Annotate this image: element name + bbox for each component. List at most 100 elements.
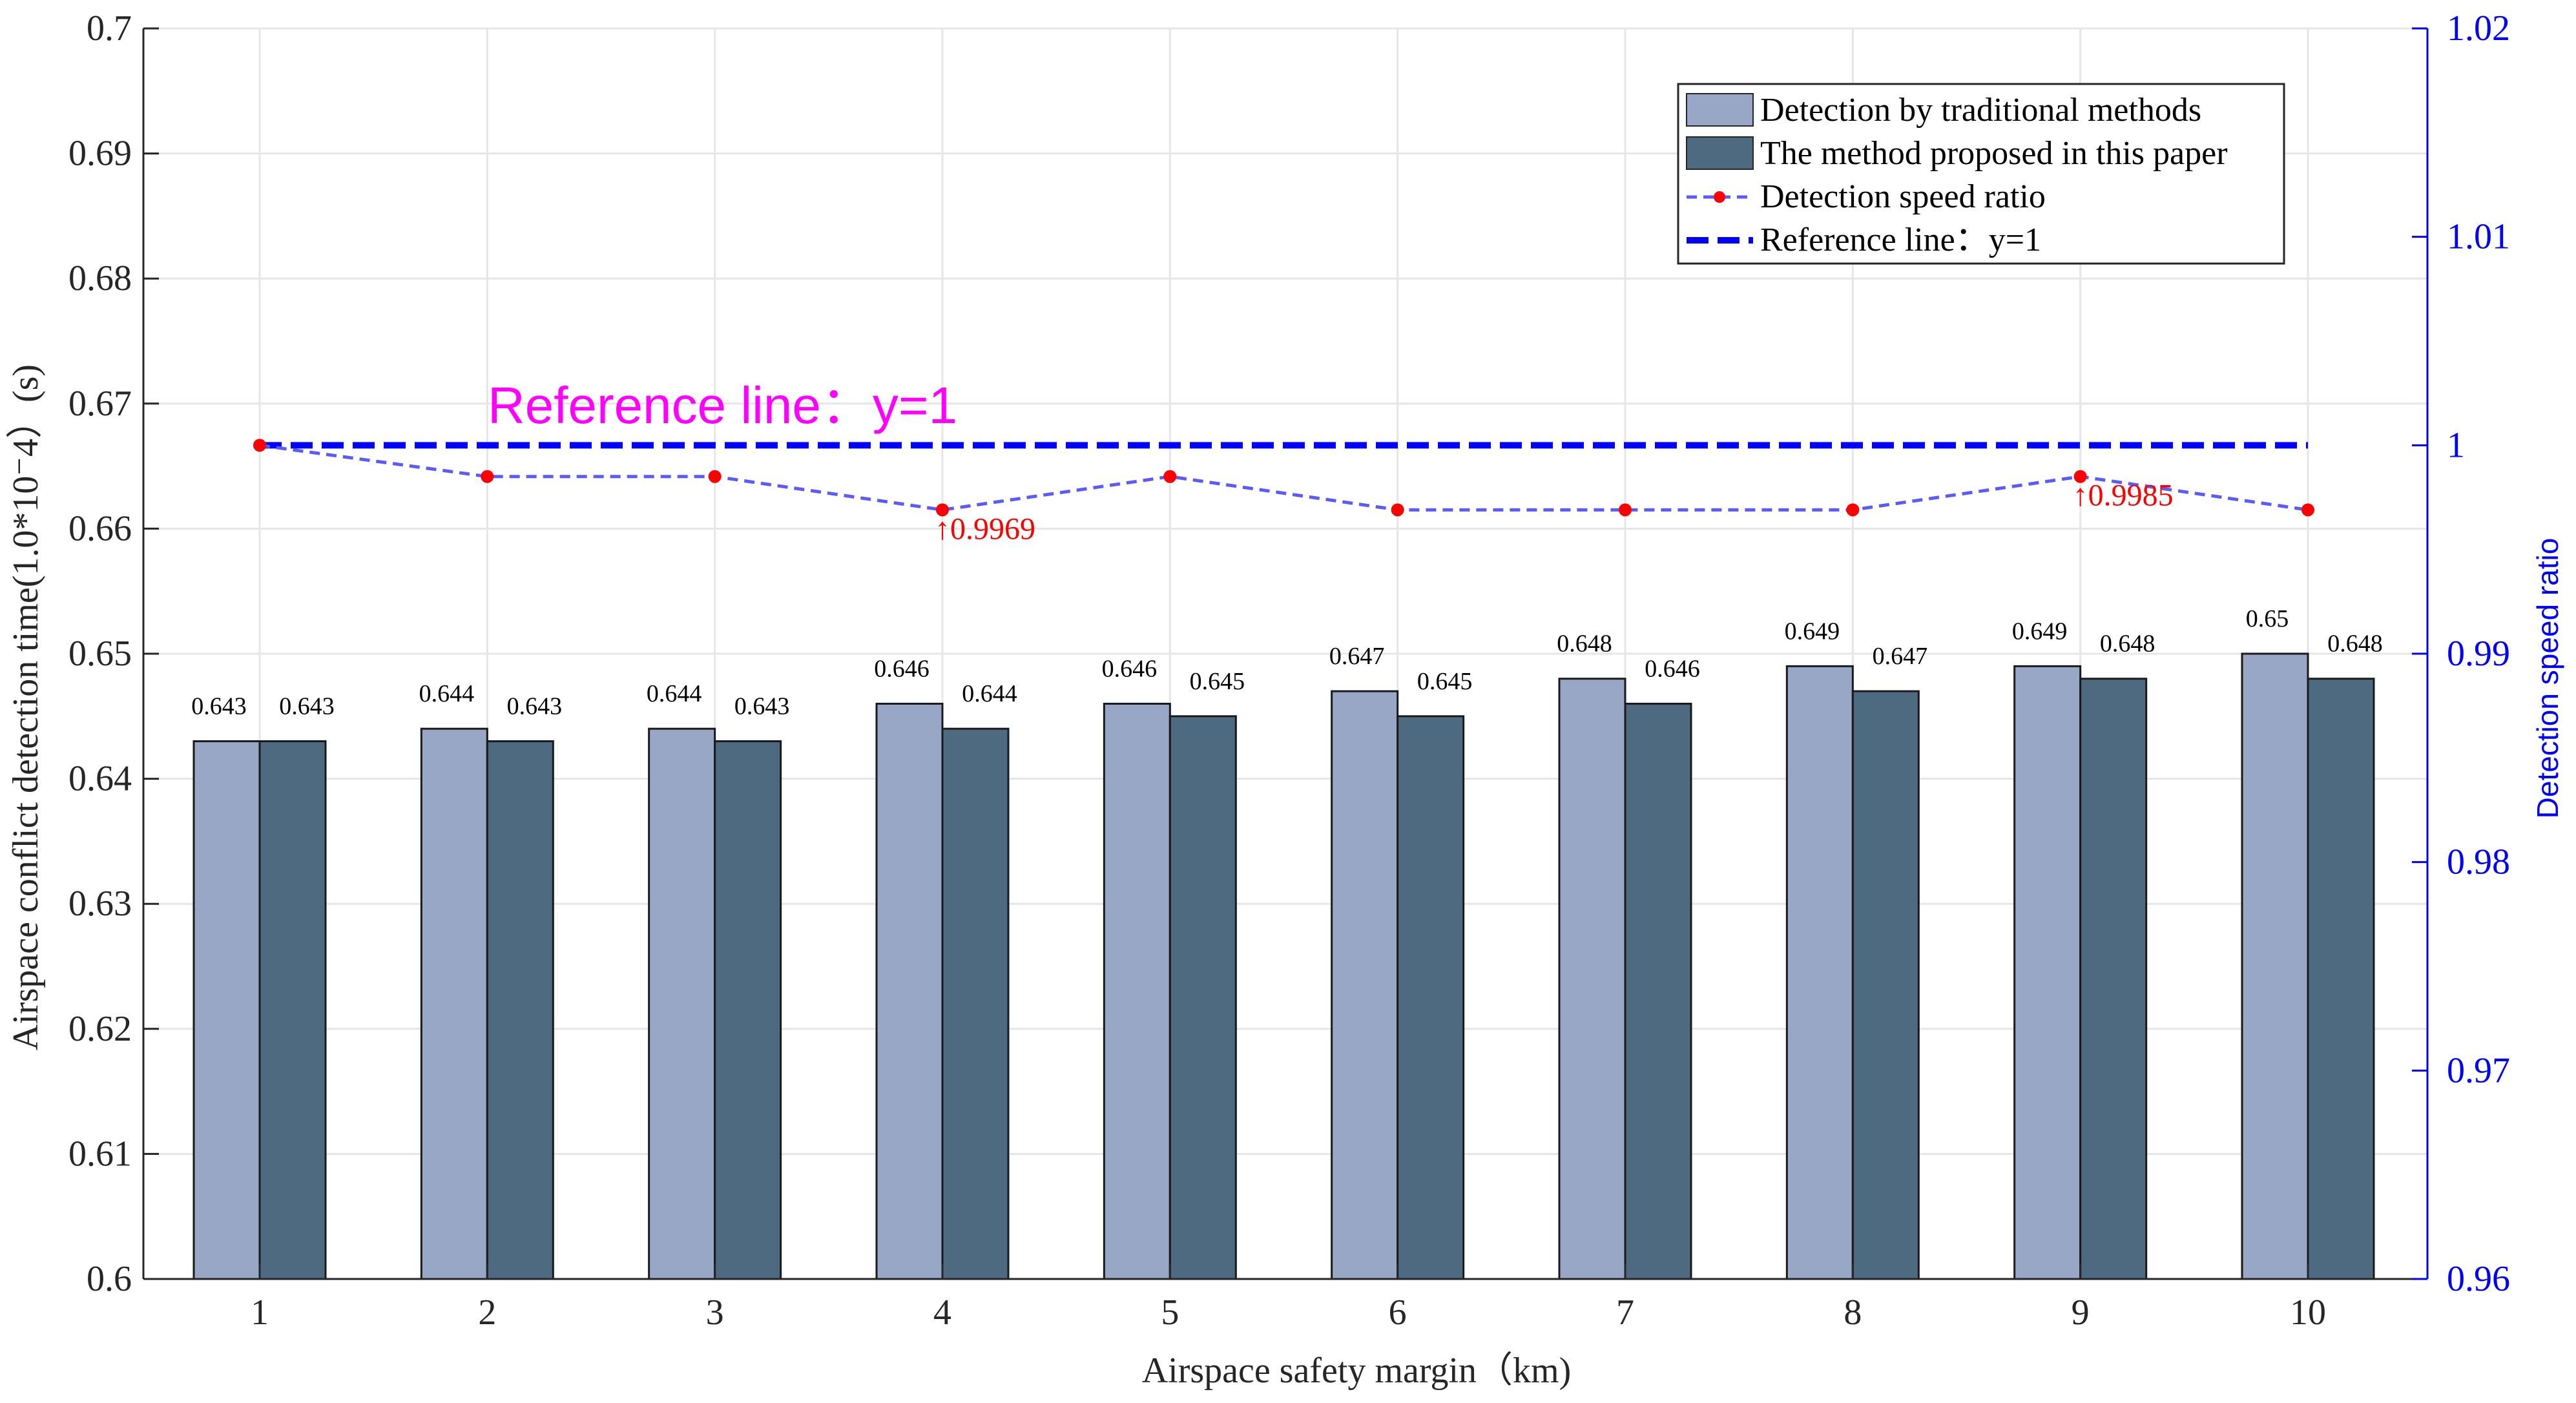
bar-proposed (714, 740, 782, 1280)
y-tick-label: 0.61 (68, 1134, 132, 1174)
y-tick-label: 0.68 (68, 258, 132, 298)
ratio-point (1846, 503, 1860, 517)
bar-traditional (2241, 652, 2309, 1280)
bar-label-proposed: 0.647 (1873, 643, 1928, 670)
legend-label-traditional: Detection by traditional methods (1760, 92, 2201, 129)
ratio-point (2073, 470, 2087, 483)
bar-traditional (1785, 665, 1854, 1280)
bar-proposed (2307, 678, 2375, 1280)
x-tick-label: 2 (478, 1293, 496, 1333)
bar-proposed (941, 727, 1010, 1280)
y-tick-label: 0.64 (68, 759, 132, 799)
bar-label-traditional: 0.649 (1785, 618, 1840, 645)
bar-label-traditional: 0.648 (1557, 630, 1612, 658)
bar-proposed (486, 740, 554, 1280)
legend-box (1677, 83, 2285, 265)
ratio-annotations: ↑0.9969 ↑0.9985 (935, 479, 2174, 546)
y-tick-label: 0.63 (68, 884, 132, 924)
x-axis-title: Airspace safety margin（km) (1142, 1351, 1572, 1391)
x-tick-label: 10 (2290, 1293, 2326, 1333)
ref-line-annotation: Reference line：y=1 (488, 377, 957, 434)
tick-labels: 0.6 0.61 0.62 0.63 0.64 0.65 0.66 0.67 0.68 0.69 0… (68, 8, 2510, 1333)
bar-label-traditional: 0.646 (1102, 655, 1158, 682)
bar-label-proposed: 0.643 (734, 693, 790, 720)
y2-tick-label: 1 (2447, 425, 2465, 465)
y-tick-label: 0.6 (87, 1259, 132, 1299)
bar-label-traditional: 0.646 (874, 655, 930, 682)
ratio-lines (253, 439, 2314, 517)
axes (142, 27, 2429, 1280)
ratio-point (481, 470, 494, 483)
bar-proposed (1169, 715, 1237, 1280)
legend-swatch-proposed (1686, 136, 1754, 170)
ratio-point (1391, 503, 1404, 517)
y2-tick-label: 0.99 (2447, 634, 2510, 674)
bar-proposed (1851, 690, 1920, 1280)
legend-swatch-traditional (1686, 93, 1754, 127)
y-tick-label: 0.62 (68, 1009, 132, 1049)
bar-label-proposed: 0.643 (279, 693, 335, 720)
y-tick-label: 0.67 (68, 384, 132, 424)
x-tick-label: 6 (1389, 1293, 1407, 1333)
bar-label-proposed: 0.648 (2100, 630, 2155, 658)
bar-proposed (1624, 702, 1692, 1280)
legend-label-proposed: The method proposed in this paper (1760, 135, 2228, 172)
y2-axis-title: Detection speed ratio (2531, 538, 2564, 819)
y2-tick-label: 1.01 (2447, 217, 2510, 257)
x-tick-label: 4 (933, 1293, 951, 1333)
y-tick-label: 0.66 (68, 508, 132, 548)
ratio-point (253, 439, 266, 452)
y-tick-label: 0.7 (87, 8, 132, 48)
x-tick-label: 1 (251, 1293, 269, 1333)
y2-tick-label: 0.96 (2447, 1259, 2510, 1299)
legend-label-reference: Reference line：y=1 (1760, 222, 2041, 258)
legend-label-ratio: Detection speed ratio (1760, 178, 2046, 215)
ratio-line (259, 443, 2309, 512)
y-tick-label: 0.69 (68, 134, 132, 174)
bar-traditional (2013, 665, 2082, 1280)
bar-label-proposed: 0.643 (507, 693, 563, 720)
ratio-point (1163, 470, 1177, 483)
bars (192, 652, 2375, 1280)
bar-label-proposed: 0.648 (2327, 630, 2383, 658)
x-tick-label: 3 (706, 1293, 724, 1333)
bar-traditional (192, 740, 261, 1280)
ratio-point (2301, 503, 2314, 517)
ratio-annotation: ↑0.9969 (935, 512, 1035, 546)
y2-tick-label: 1.02 (2447, 8, 2510, 48)
x-tick-label: 9 (2072, 1293, 2090, 1333)
bar-label-proposed: 0.645 (1190, 668, 1245, 695)
x-tick-label: 8 (1844, 1293, 1862, 1333)
ratio-annotation: ↑0.9985 (2073, 479, 2174, 513)
bar-label-traditional: 0.644 (419, 680, 475, 707)
bar-proposed (1397, 715, 1465, 1280)
ratio-point (1619, 503, 1632, 517)
y2-tick-label: 0.97 (2447, 1050, 2510, 1090)
x-tick-label: 7 (1616, 1293, 1634, 1333)
bar-label-proposed: 0.644 (962, 680, 1017, 707)
legend-marker-ratio (1714, 191, 1725, 203)
ratio-point (936, 503, 949, 517)
bar-label-proposed: 0.646 (1645, 655, 1700, 682)
bar-label-proposed: 0.645 (1417, 668, 1473, 695)
bar-label-traditional: 0.647 (1329, 643, 1385, 670)
bar-traditional (420, 727, 488, 1280)
legend: Detection by traditional methods The met… (1677, 83, 2285, 265)
bar-value-labels: 0.643 0.643 0.644 0.643 0.644 0.643 0.646 0.644… (191, 605, 2383, 720)
bar-proposed (258, 740, 327, 1280)
bar-label-traditional: 0.65 (2246, 605, 2289, 632)
y-tick-label: 0.65 (68, 634, 132, 674)
bar-traditional (1103, 702, 1171, 1280)
bar-label-traditional: 0.643 (191, 693, 247, 720)
y-axis-title: Airspace conflict detection time(1.0*10⁻… (6, 364, 46, 1050)
bar-label-traditional: 0.644 (647, 680, 702, 707)
bar-traditional (648, 727, 716, 1280)
y2-tick-label: 0.98 (2447, 842, 2510, 882)
bar-traditional (1331, 690, 1399, 1280)
bar-proposed (2079, 678, 2148, 1280)
bar-label-traditional: 0.649 (2012, 618, 2068, 645)
bar-traditional (875, 702, 944, 1280)
ratio-point (708, 470, 722, 483)
bar-traditional (1558, 678, 1626, 1280)
